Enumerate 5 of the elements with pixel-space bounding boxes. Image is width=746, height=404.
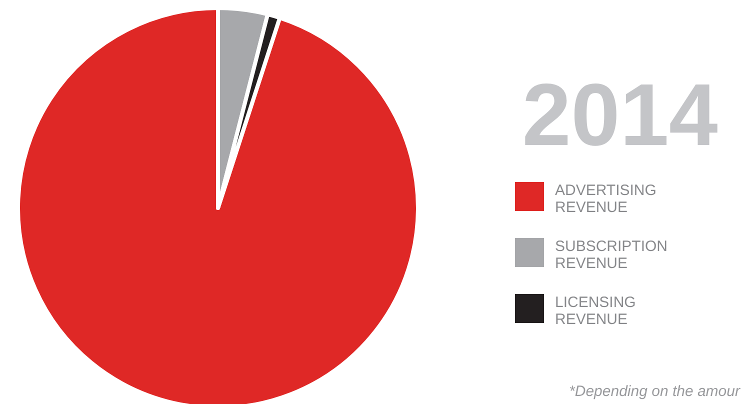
legend-label: LICENSING REVENUE <box>555 294 636 328</box>
text: 2014 <box>522 65 718 164</box>
legend-label: ADVERTISING REVENUE <box>555 182 656 216</box>
legend-label: SUBSCRIPTION REVENUE <box>555 238 668 272</box>
text: *Depending on the amour <box>569 383 741 400</box>
